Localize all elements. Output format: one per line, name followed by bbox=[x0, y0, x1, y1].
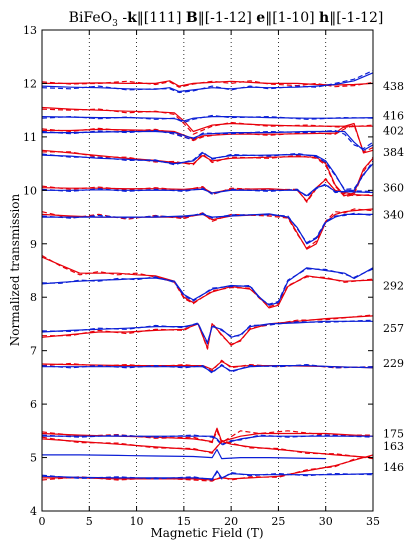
y-tick-label: 13 bbox=[23, 24, 37, 37]
annotation-292: 292 bbox=[383, 279, 404, 292]
trace-340-blue-dashed bbox=[41, 212, 374, 244]
title-part: ‖[-1-12] bbox=[198, 10, 257, 26]
trace-146-red-dashed bbox=[41, 455, 374, 482]
grid bbox=[88, 30, 327, 511]
trace-146-blue-dashed bbox=[41, 471, 374, 481]
x-tick-label: 5 bbox=[86, 515, 93, 528]
y-tick-label: 9 bbox=[30, 238, 37, 251]
trace-438-red-dashed bbox=[41, 80, 374, 88]
title-part: ‖[1-10] bbox=[265, 10, 319, 26]
title-part: BiFeO bbox=[69, 10, 112, 26]
y-axis-label: Normalized transmission bbox=[8, 193, 22, 346]
trace-416-blue-dashed bbox=[41, 114, 374, 124]
title-part: B bbox=[186, 10, 198, 26]
annotation-360: 360 bbox=[383, 182, 404, 195]
annotation-384: 384 bbox=[383, 146, 404, 159]
trace-360-blue-dashed bbox=[41, 183, 374, 198]
trace-402-red-dashed bbox=[41, 124, 374, 153]
trace-402-red bbox=[42, 122, 374, 154]
trace-175-blue-dashed bbox=[41, 434, 374, 446]
trace-340-red-dashed bbox=[41, 208, 374, 249]
title-part: k bbox=[127, 10, 137, 26]
title-part: - bbox=[118, 10, 127, 26]
traces bbox=[41, 70, 374, 482]
x-ticks: 0 5 10 15 20 25 30 35 bbox=[39, 30, 380, 528]
x-tick-label: 35 bbox=[366, 515, 380, 528]
annotation-229: 229 bbox=[383, 357, 404, 370]
trace-384-blue-dashed bbox=[41, 151, 374, 190]
trace-416-red-dashed bbox=[41, 108, 374, 135]
x-tick-label: 10 bbox=[130, 515, 144, 528]
title-part: ‖[-1-12] bbox=[329, 10, 383, 26]
y-ticks: 4 5 6 7 8 9 10 11 12 13 bbox=[23, 24, 373, 518]
y-tick-label: 11 bbox=[23, 131, 37, 144]
title-part: h bbox=[319, 10, 329, 26]
title-part: e bbox=[256, 10, 265, 26]
x-tick-label: 20 bbox=[224, 515, 238, 528]
trace-257-blue-dashed bbox=[41, 319, 374, 345]
trace-438-blue-dashed bbox=[41, 70, 374, 94]
y-tick-label: 10 bbox=[23, 184, 37, 197]
annotation-438: 438 bbox=[383, 80, 404, 93]
plot-frame bbox=[41, 29, 374, 512]
x-tick-label: 0 bbox=[39, 515, 46, 528]
trace-292-red-dashed bbox=[41, 254, 374, 308]
annotation-146: 146 bbox=[383, 461, 404, 474]
y-tick-label: 5 bbox=[30, 452, 37, 465]
trace-360-red-dashed bbox=[41, 178, 374, 203]
annotation-340: 340 bbox=[383, 208, 404, 221]
trace-146-blue bbox=[41, 470, 374, 480]
trace-340-blue bbox=[42, 213, 373, 245]
annotation-175: 175 bbox=[383, 428, 404, 441]
trace-292-red bbox=[41, 256, 374, 309]
chart-title: BiFeO3 -k‖[111] B‖[-1-12] e‖[1-10] h‖[-1… bbox=[69, 10, 384, 29]
trace-402-blue-dashed bbox=[41, 129, 374, 150]
x-axis-label: Magnetic Field (T) bbox=[150, 526, 263, 540]
annotation-163: 163 bbox=[383, 440, 404, 453]
trace-229-blue-dashed bbox=[41, 364, 374, 374]
trace-163-red-dashed bbox=[41, 436, 374, 460]
trace-175-red bbox=[41, 427, 374, 443]
y-tick-label: 8 bbox=[30, 291, 37, 304]
trace-163-blue bbox=[42, 448, 326, 460]
x-tick-label: 30 bbox=[319, 515, 333, 528]
trace-416-red bbox=[41, 106, 373, 133]
annotation-402: 402 bbox=[383, 124, 404, 137]
trace-175-blue bbox=[42, 435, 373, 445]
y-tick-label: 12 bbox=[23, 77, 37, 90]
trace-384-blue bbox=[41, 152, 374, 191]
title-part: 3 bbox=[112, 19, 118, 29]
title-part: ‖[111] bbox=[137, 10, 186, 26]
trace-402-blue bbox=[42, 130, 374, 151]
trace-292-blue-dashed bbox=[41, 268, 374, 305]
x-tick-label: 25 bbox=[271, 515, 285, 528]
trace-416-blue bbox=[41, 116, 374, 122]
x-tick-label: 15 bbox=[177, 515, 191, 528]
trace-384-red bbox=[41, 149, 374, 197]
y-tick-label: 7 bbox=[30, 345, 37, 358]
y-tick-label: 4 bbox=[30, 505, 37, 518]
annotation-416: 416 bbox=[383, 110, 404, 123]
annotation-257: 257 bbox=[383, 322, 404, 335]
y-tick-label: 6 bbox=[30, 398, 37, 411]
